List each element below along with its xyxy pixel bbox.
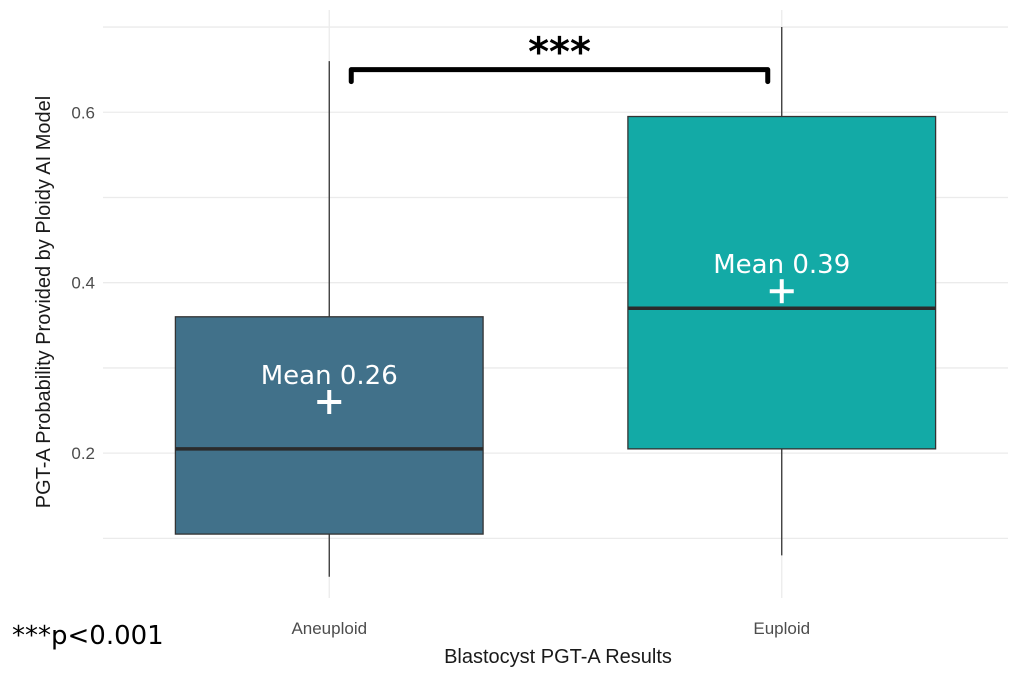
y-tick-label: 0.6 [71,103,95,122]
box [174,316,484,535]
y-tick-label: 0.2 [71,444,95,463]
x-tick-label: Euploid [753,619,810,638]
significance-bracket-line [348,67,771,85]
mean-label: Mean 0.26 [261,361,398,391]
y-tick-label: 0.4 [71,274,95,293]
y-axis-ticks: 0.2 0.4 0.6 [71,103,95,463]
boxes: Mean 0.26 Mean 0.39 [174,27,937,577]
y-axis-title: PGT-A Probability Provided by Ploidy AI … [33,96,55,508]
significance-footnote: ***p<0.001 [12,621,164,651]
significance-stars: *** [528,30,591,76]
x-axis-ticks: Aneuploid Euploid [291,619,810,638]
significance-bracket: *** [348,30,771,85]
x-axis-title: Blastocyst PGT-A Results [444,646,672,668]
x-tick-label: Aneuploid [291,619,367,638]
mean-label: Mean 0.39 [713,250,850,280]
